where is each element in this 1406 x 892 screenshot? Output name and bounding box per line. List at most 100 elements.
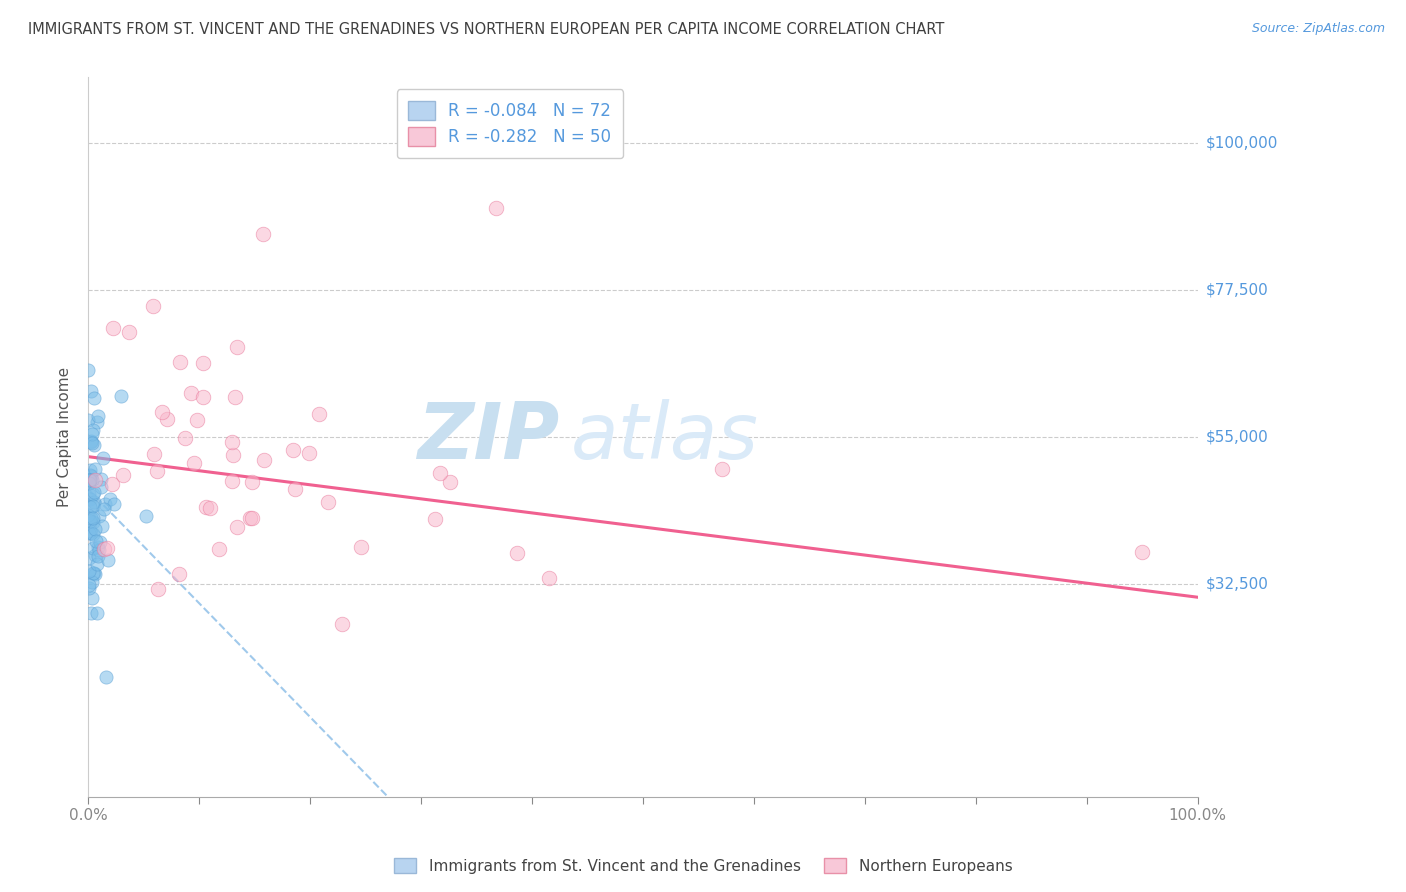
Point <box>82 423 104 437</box>
Text: $55,000: $55,000 <box>1206 430 1268 444</box>
Point <box>80 427 103 442</box>
Point <box>79 473 101 487</box>
Point <box>350 540 373 554</box>
Point <box>83 549 105 563</box>
Point <box>93 501 115 516</box>
Legend: Immigrants from St. Vincent and the Grenadines, Northern Europeans: Immigrants from St. Vincent and the Gren… <box>388 852 1018 880</box>
Point <box>77 473 100 487</box>
Point <box>198 501 221 516</box>
Point <box>98 491 121 506</box>
Point <box>77 487 100 501</box>
Point <box>135 509 157 524</box>
Point <box>86 606 108 620</box>
Point <box>77 363 100 377</box>
Point <box>96 541 118 555</box>
Point <box>191 391 214 405</box>
Point <box>80 511 103 525</box>
Point <box>86 415 108 429</box>
Point <box>77 551 100 566</box>
Point <box>308 408 330 422</box>
Legend: R = -0.084   N = 72, R = -0.282   N = 50: R = -0.084 N = 72, R = -0.282 N = 50 <box>396 89 623 158</box>
Point <box>195 500 218 515</box>
Point <box>226 340 249 354</box>
Point <box>103 497 125 511</box>
Point <box>94 497 117 511</box>
Point <box>93 541 115 556</box>
Point <box>110 389 132 403</box>
Point <box>710 461 733 475</box>
Point <box>91 450 114 465</box>
Point <box>77 473 100 487</box>
Point <box>429 467 451 481</box>
Point <box>224 391 246 405</box>
Point <box>82 510 104 524</box>
Point <box>77 581 100 595</box>
Text: atlas: atlas <box>571 399 759 475</box>
Point <box>284 482 307 496</box>
Point <box>90 472 112 486</box>
Point <box>79 564 101 578</box>
Point <box>316 494 339 508</box>
Point <box>485 201 508 215</box>
Point <box>80 434 103 449</box>
Point <box>82 566 104 580</box>
Point <box>191 355 214 369</box>
Point <box>221 434 243 449</box>
Point <box>239 511 262 525</box>
Point <box>112 467 135 482</box>
Point <box>79 491 101 506</box>
Point <box>142 299 165 313</box>
Point <box>156 412 179 426</box>
Point <box>180 385 202 400</box>
Point <box>186 413 208 427</box>
Point <box>91 519 114 533</box>
Point <box>145 464 167 478</box>
Point <box>79 463 101 477</box>
Point <box>79 524 101 538</box>
Point <box>240 511 263 525</box>
Point <box>77 513 100 527</box>
Point <box>283 443 305 458</box>
Point <box>82 591 104 605</box>
Point <box>80 606 103 620</box>
Point <box>240 475 263 489</box>
Point <box>423 512 446 526</box>
Point <box>82 499 104 513</box>
Point <box>77 476 100 491</box>
Point <box>173 431 195 445</box>
Text: Source: ZipAtlas.com: Source: ZipAtlas.com <box>1251 22 1385 36</box>
Point <box>253 453 276 467</box>
Point <box>87 540 110 554</box>
Point <box>80 526 103 541</box>
Point <box>82 474 104 488</box>
Point <box>252 227 274 242</box>
Point <box>221 474 243 488</box>
Point <box>83 391 105 405</box>
Point <box>183 456 205 470</box>
Text: $32,500: $32,500 <box>1206 576 1270 591</box>
Point <box>84 462 107 476</box>
Point <box>87 409 110 423</box>
Point <box>87 543 110 558</box>
Point <box>82 499 104 513</box>
Point <box>94 670 117 684</box>
Point <box>79 500 101 514</box>
Y-axis label: Per Capita Income: Per Capita Income <box>58 367 72 508</box>
Point <box>101 321 124 335</box>
Text: $77,500: $77,500 <box>1206 283 1268 297</box>
Point <box>86 533 108 548</box>
Point <box>80 469 103 483</box>
Point <box>82 575 104 590</box>
Point <box>90 480 112 494</box>
Point <box>83 494 105 508</box>
Text: IMMIGRANTS FROM ST. VINCENT AND THE GRENADINES VS NORTHERN EUROPEAN PER CAPITA I: IMMIGRANTS FROM ST. VINCENT AND THE GREN… <box>28 22 945 37</box>
Point <box>87 549 110 564</box>
Point <box>82 541 104 556</box>
Point <box>77 508 100 523</box>
Point <box>89 509 111 524</box>
Text: ZIP: ZIP <box>418 399 560 475</box>
Point <box>84 567 107 582</box>
Point <box>80 434 103 448</box>
Point <box>169 355 191 369</box>
Point <box>83 566 105 580</box>
